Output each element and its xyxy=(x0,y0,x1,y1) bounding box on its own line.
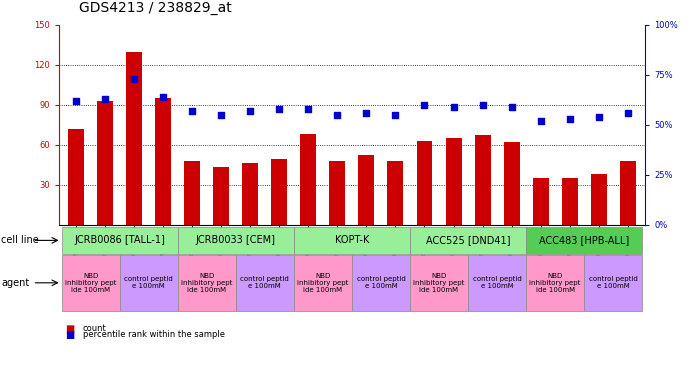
Point xyxy=(477,102,488,108)
Text: ■: ■ xyxy=(66,324,75,334)
Text: NBD
inhibitory pept
ide 100mM: NBD inhibitory pept ide 100mM xyxy=(413,273,464,293)
Point xyxy=(506,104,517,110)
Bar xyxy=(68,129,84,225)
Text: GDS4213 / 238829_at: GDS4213 / 238829_at xyxy=(79,2,232,15)
Text: NBD
inhibitory pept
ide 100mM: NBD inhibitory pept ide 100mM xyxy=(529,273,581,293)
Bar xyxy=(329,161,346,225)
Bar xyxy=(417,141,433,225)
Point xyxy=(274,106,285,112)
Bar xyxy=(358,156,375,225)
Text: JCRB0033 [CEM]: JCRB0033 [CEM] xyxy=(196,235,276,245)
Point xyxy=(216,112,227,118)
Bar xyxy=(242,164,258,225)
Bar xyxy=(300,134,316,225)
Bar xyxy=(184,161,200,225)
Bar xyxy=(271,159,287,225)
Bar xyxy=(591,174,607,225)
Text: control peptid
e 100mM: control peptid e 100mM xyxy=(473,276,522,289)
Text: control peptid
e 100mM: control peptid e 100mM xyxy=(357,276,405,289)
Text: cell line: cell line xyxy=(1,235,39,245)
Point xyxy=(99,96,110,102)
Point xyxy=(419,102,430,108)
Text: NBD
inhibitory pept
ide 100mM: NBD inhibitory pept ide 100mM xyxy=(181,273,233,293)
Bar xyxy=(562,178,578,225)
Point xyxy=(448,104,459,110)
Point xyxy=(622,110,633,116)
Bar xyxy=(126,51,142,225)
Text: percentile rank within the sample: percentile rank within the sample xyxy=(83,330,225,339)
Point xyxy=(128,76,139,82)
Bar xyxy=(213,167,229,225)
Point xyxy=(564,116,575,122)
Text: agent: agent xyxy=(1,278,30,288)
Point xyxy=(70,98,81,104)
Bar xyxy=(533,178,549,225)
Bar xyxy=(504,142,520,225)
Bar xyxy=(155,98,171,225)
Bar xyxy=(620,161,635,225)
Text: control peptid
e 100mM: control peptid e 100mM xyxy=(124,276,173,289)
Point xyxy=(535,118,546,124)
Point xyxy=(361,110,372,116)
Bar xyxy=(388,161,404,225)
Point xyxy=(593,114,604,120)
Text: NBD
inhibitory pept
ide 100mM: NBD inhibitory pept ide 100mM xyxy=(65,273,117,293)
Bar xyxy=(475,136,491,225)
Bar xyxy=(446,138,462,225)
Text: control peptid
e 100mM: control peptid e 100mM xyxy=(589,276,638,289)
Point xyxy=(245,108,256,114)
Text: JCRB0086 [TALL-1]: JCRB0086 [TALL-1] xyxy=(75,235,165,245)
Text: KOPT-K: KOPT-K xyxy=(335,235,369,245)
Point xyxy=(157,94,168,100)
Text: NBD
inhibitory pept
ide 100mM: NBD inhibitory pept ide 100mM xyxy=(297,273,348,293)
Text: ■: ■ xyxy=(66,330,75,340)
Point xyxy=(332,112,343,118)
Point xyxy=(303,106,314,112)
Text: count: count xyxy=(83,324,106,333)
Text: ACC525 [DND41]: ACC525 [DND41] xyxy=(426,235,511,245)
Bar xyxy=(97,101,113,225)
Point xyxy=(187,108,198,114)
Text: control peptid
e 100mM: control peptid e 100mM xyxy=(240,276,289,289)
Point xyxy=(390,112,401,118)
Text: ACC483 [HPB-ALL]: ACC483 [HPB-ALL] xyxy=(539,235,629,245)
